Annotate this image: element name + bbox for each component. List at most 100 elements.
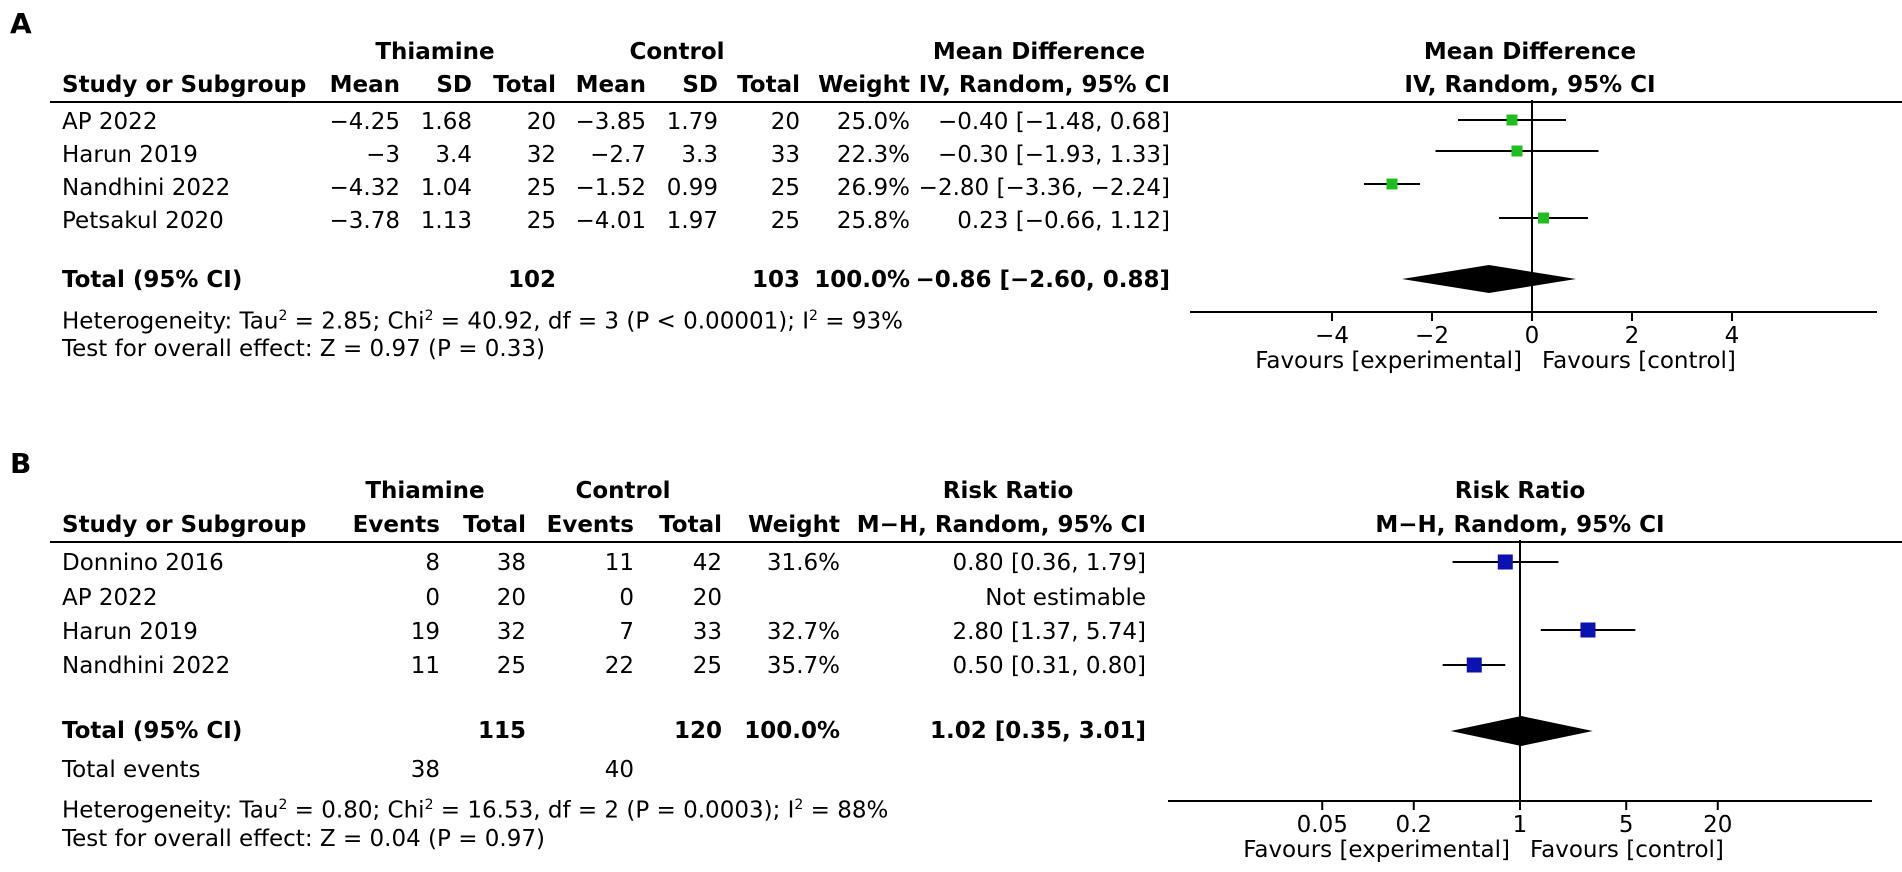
study-name: Nandhini 2022 (62, 653, 231, 679)
total-label: Total (95% CI) (62, 267, 243, 293)
panel-b-col-total-c: Total (659, 512, 722, 538)
favours-control-label: Favours [control] (1542, 348, 1736, 374)
x-tick-label: 2 (1625, 323, 1640, 349)
panel-b-effect-header: Risk Ratio (942, 478, 1074, 504)
total-c: 25 (770, 175, 800, 201)
total-e: 25 (526, 175, 556, 201)
panel-b-heterogeneity: Heterogeneity: Tau2 = 0.80; Chi2 = 16.53… (62, 797, 889, 824)
study-marker (1466, 657, 1482, 673)
panel-b-plot-title: Risk Ratio (1454, 478, 1586, 504)
panel-b-col-events-e: Events (352, 512, 440, 538)
events-c: 22 (604, 653, 634, 679)
mean-c: −3.85 (575, 109, 646, 135)
total-c: 33 (692, 619, 722, 645)
study-name: Harun 2019 (62, 142, 198, 168)
total-events-label: Total events (62, 757, 201, 783)
ci: −0.40 [−1.48, 0.68] (937, 109, 1170, 135)
panel-a-col-total-c: Total (737, 72, 800, 98)
study-marker (1511, 145, 1523, 157)
sd-e: 1.04 (420, 175, 472, 201)
total-c: 20 (770, 109, 800, 135)
mean-c: −1.52 (575, 175, 646, 201)
x-tick-label: 0 (1525, 323, 1540, 349)
total-weight: 100.0% (814, 267, 910, 293)
total-weight: 100.0% (744, 718, 840, 744)
panel-a-label: A (10, 7, 32, 40)
sd-e: 3.4 (435, 142, 472, 168)
panel-a-forest-plot: −4 −2 0 2 4 Favours [experimental] Favours [co… (1190, 100, 1877, 374)
study-name: Nandhini 2022 (62, 175, 231, 201)
panel-b-overall-effect: Test for overall effect: Z = 0.04 (P = 0… (62, 826, 545, 852)
panel-b-plot-rule (1160, 541, 1902, 543)
mean-e: −3 (366, 142, 400, 168)
mean-c: −4.01 (575, 208, 646, 234)
panel-a-plot-rule (1180, 101, 1902, 103)
mean-c: −2.7 (590, 142, 646, 168)
ci: Not estimable (985, 585, 1146, 611)
x-tick-label: 0.2 (1395, 812, 1432, 838)
sd-e: 1.13 (420, 208, 472, 234)
panel-a-col-mean-c: Mean (575, 72, 646, 98)
weight: 35.7% (766, 653, 840, 679)
study-name: Harun 2019 (62, 619, 198, 645)
panel-a-header-rule (50, 101, 1180, 103)
favours-experimental-label: Favours [experimental] (1243, 837, 1510, 863)
x-tick-label: −4 (1315, 323, 1349, 349)
total-e: 20 (526, 109, 556, 135)
panel-a-col-study: Study or Subgroup (62, 72, 307, 98)
events-c: 11 (604, 550, 634, 576)
sd-c: 1.97 (666, 208, 718, 234)
weight: 25.8% (836, 208, 910, 234)
total-e: 115 (477, 718, 526, 744)
total-e: 102 (507, 267, 556, 293)
total-c: 33 (770, 142, 800, 168)
x-tick-label: 1 (1513, 812, 1528, 838)
sd-e: 1.68 (420, 109, 472, 135)
total-c: 120 (673, 718, 722, 744)
favours-experimental-label: Favours [experimental] (1255, 348, 1522, 374)
x-tick-label: 4 (1725, 323, 1740, 349)
panel-b-label: B (10, 447, 32, 480)
panel-a-control-header: Control (629, 39, 725, 65)
x-tick-label: 0.05 (1297, 812, 1348, 838)
study-marker (1497, 554, 1513, 570)
panel-b-col-study: Study or Subgroup (62, 512, 307, 538)
ci: 0.23 [−0.66, 1.12] (957, 208, 1170, 234)
mean-e: −3.78 (329, 208, 400, 234)
x-tick-label: 5 (1619, 812, 1634, 838)
panel-a-effect-header: Mean Difference (932, 39, 1146, 65)
events-e: 0 (425, 585, 440, 611)
favours-control-label: Favours [control] (1530, 837, 1724, 863)
panel-b-experimental-header: Thiamine (365, 478, 485, 504)
study-marker (1538, 212, 1549, 224)
weight: 31.6% (766, 550, 840, 576)
panel-a-col-sd-c: SD (682, 72, 718, 98)
panel-a-heterogeneity: Heterogeneity: Tau2 = 2.85; Chi2 = 40.92… (62, 308, 903, 335)
total-events-e: 38 (410, 757, 440, 783)
study-name: AP 2022 (62, 585, 158, 611)
events-e: 11 (410, 653, 440, 679)
study-marker (1506, 114, 1518, 126)
mean-e: −4.32 (329, 175, 400, 201)
panel-b-header-rule (50, 541, 1160, 543)
events-c: 7 (619, 619, 634, 645)
study-marker (1580, 622, 1596, 638)
x-tick-label: 20 (1703, 812, 1732, 838)
total-e: 20 (496, 585, 526, 611)
total-label: Total (95% CI) (62, 718, 243, 744)
panel-b-col-events-c: Events (546, 512, 634, 538)
panel-a-plot-subtitle: IV, Random, 95% CI (1404, 72, 1656, 98)
events-c: 0 (619, 585, 634, 611)
panel-b-col-weight: Weight (748, 512, 840, 538)
total-e: 25 (496, 653, 526, 679)
panel-b-col-effect: M−H, Random, 95% CI (856, 512, 1146, 538)
total-c: 25 (770, 208, 800, 234)
study-name: AP 2022 (62, 109, 158, 135)
panel-b-col-total-e: Total (463, 512, 526, 538)
panel-b-plot-subtitle: M−H, Random, 95% CI (1375, 512, 1665, 538)
panel-a-plot-title: Mean Difference (1423, 39, 1637, 65)
panel-a-col-total-e: Total (493, 72, 556, 98)
ci: 0.50 [0.31, 0.80] (952, 653, 1146, 679)
weight: 32.7% (766, 619, 840, 645)
total-e: 38 (496, 550, 526, 576)
